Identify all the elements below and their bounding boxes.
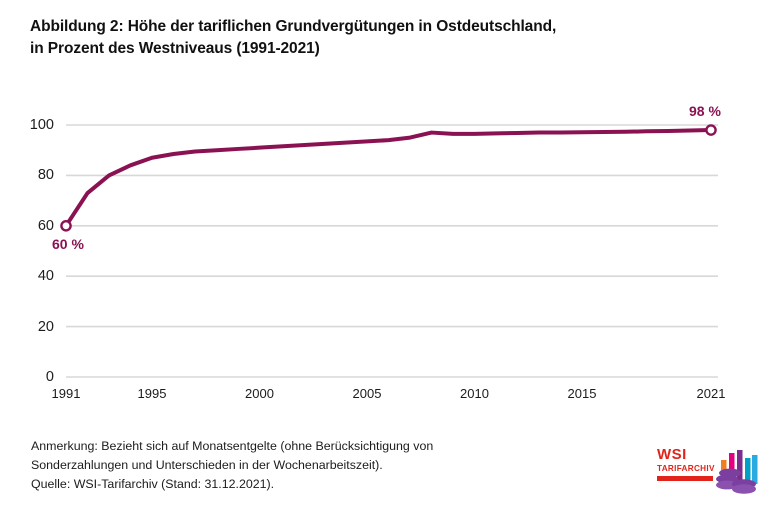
y-axis-label-60: 60 (37, 217, 54, 234)
logo-wsi-text: WSI (657, 446, 687, 463)
footnote-block: Anmerkung: Bezieht sich auf Monatsentgel… (31, 437, 551, 494)
logo-wordmark: WSI TARIFARCHIV (657, 446, 715, 481)
coins-and-bars-icon (716, 450, 758, 494)
logo-tarifarchiv-text: TARIFARCHIV (657, 464, 715, 473)
logo-bar-4 (745, 458, 751, 484)
x-axis-label-2000: 2000 (245, 386, 274, 401)
data-point-marker-1991 (60, 220, 72, 232)
logo-bar-5 (752, 455, 758, 484)
wsi-tarifarchiv-logo: WSI TARIFARCHIV (657, 447, 761, 495)
end-value-annotation: 98 % (689, 103, 721, 120)
x-axis-label-1991: 1991 (51, 386, 81, 401)
logo-bar-1 (721, 460, 727, 476)
x-axis-label-2021: 2021 (696, 386, 726, 401)
footnote-note-line-1: Anmerkung: Bezieht sich auf Monatsentgel… (31, 439, 434, 453)
y-axis-label-80: 80 (37, 167, 54, 184)
footnote-note-line-2: Sonderzahlungen und Unterschieden in der… (31, 458, 383, 472)
data-line-series-1 (64, 128, 713, 228)
line-chart-svg (60, 124, 718, 378)
data-point-markers-group (60, 124, 717, 232)
logo-bar-2 (729, 453, 735, 476)
footnote-source-line: Quelle: WSI-Tarifarchiv (Stand: 31.12.20… (31, 477, 275, 491)
x-axis-label-1995: 1995 (137, 386, 167, 401)
gridlines-group (66, 124, 718, 378)
chart-plot-area: 0 20 40 60 80 100 1991 1995 2000 2005 2010 2015 202… (0, 95, 768, 405)
y-axis-label-40: 40 (37, 268, 54, 285)
x-axis-label-2005: 2005 (352, 386, 382, 401)
y-axis-label-0: 0 (45, 369, 54, 385)
logo-underline-bar (657, 476, 713, 481)
chart-title-line-2: in Prozent des Westniveaus (1991-2021) (30, 40, 320, 57)
data-point-marker-2021 (705, 124, 717, 136)
y-axis-label-20: 20 (37, 318, 54, 335)
logo-coin-5 (732, 484, 756, 494)
start-value-annotation: 60 % (52, 235, 84, 252)
x-axis-label-2010: 2010 (460, 386, 489, 401)
x-axis-label-2015: 2015 (567, 386, 597, 401)
y-axis-label-100: 100 (29, 117, 54, 133)
chart-title-block: Abbildung 2: Höhe der tariflichen Grundv… (30, 16, 730, 60)
logo-bar-3 (737, 450, 743, 480)
chart-title-line-1: Abbildung 2: Höhe der tariflichen Grundv… (30, 18, 557, 35)
